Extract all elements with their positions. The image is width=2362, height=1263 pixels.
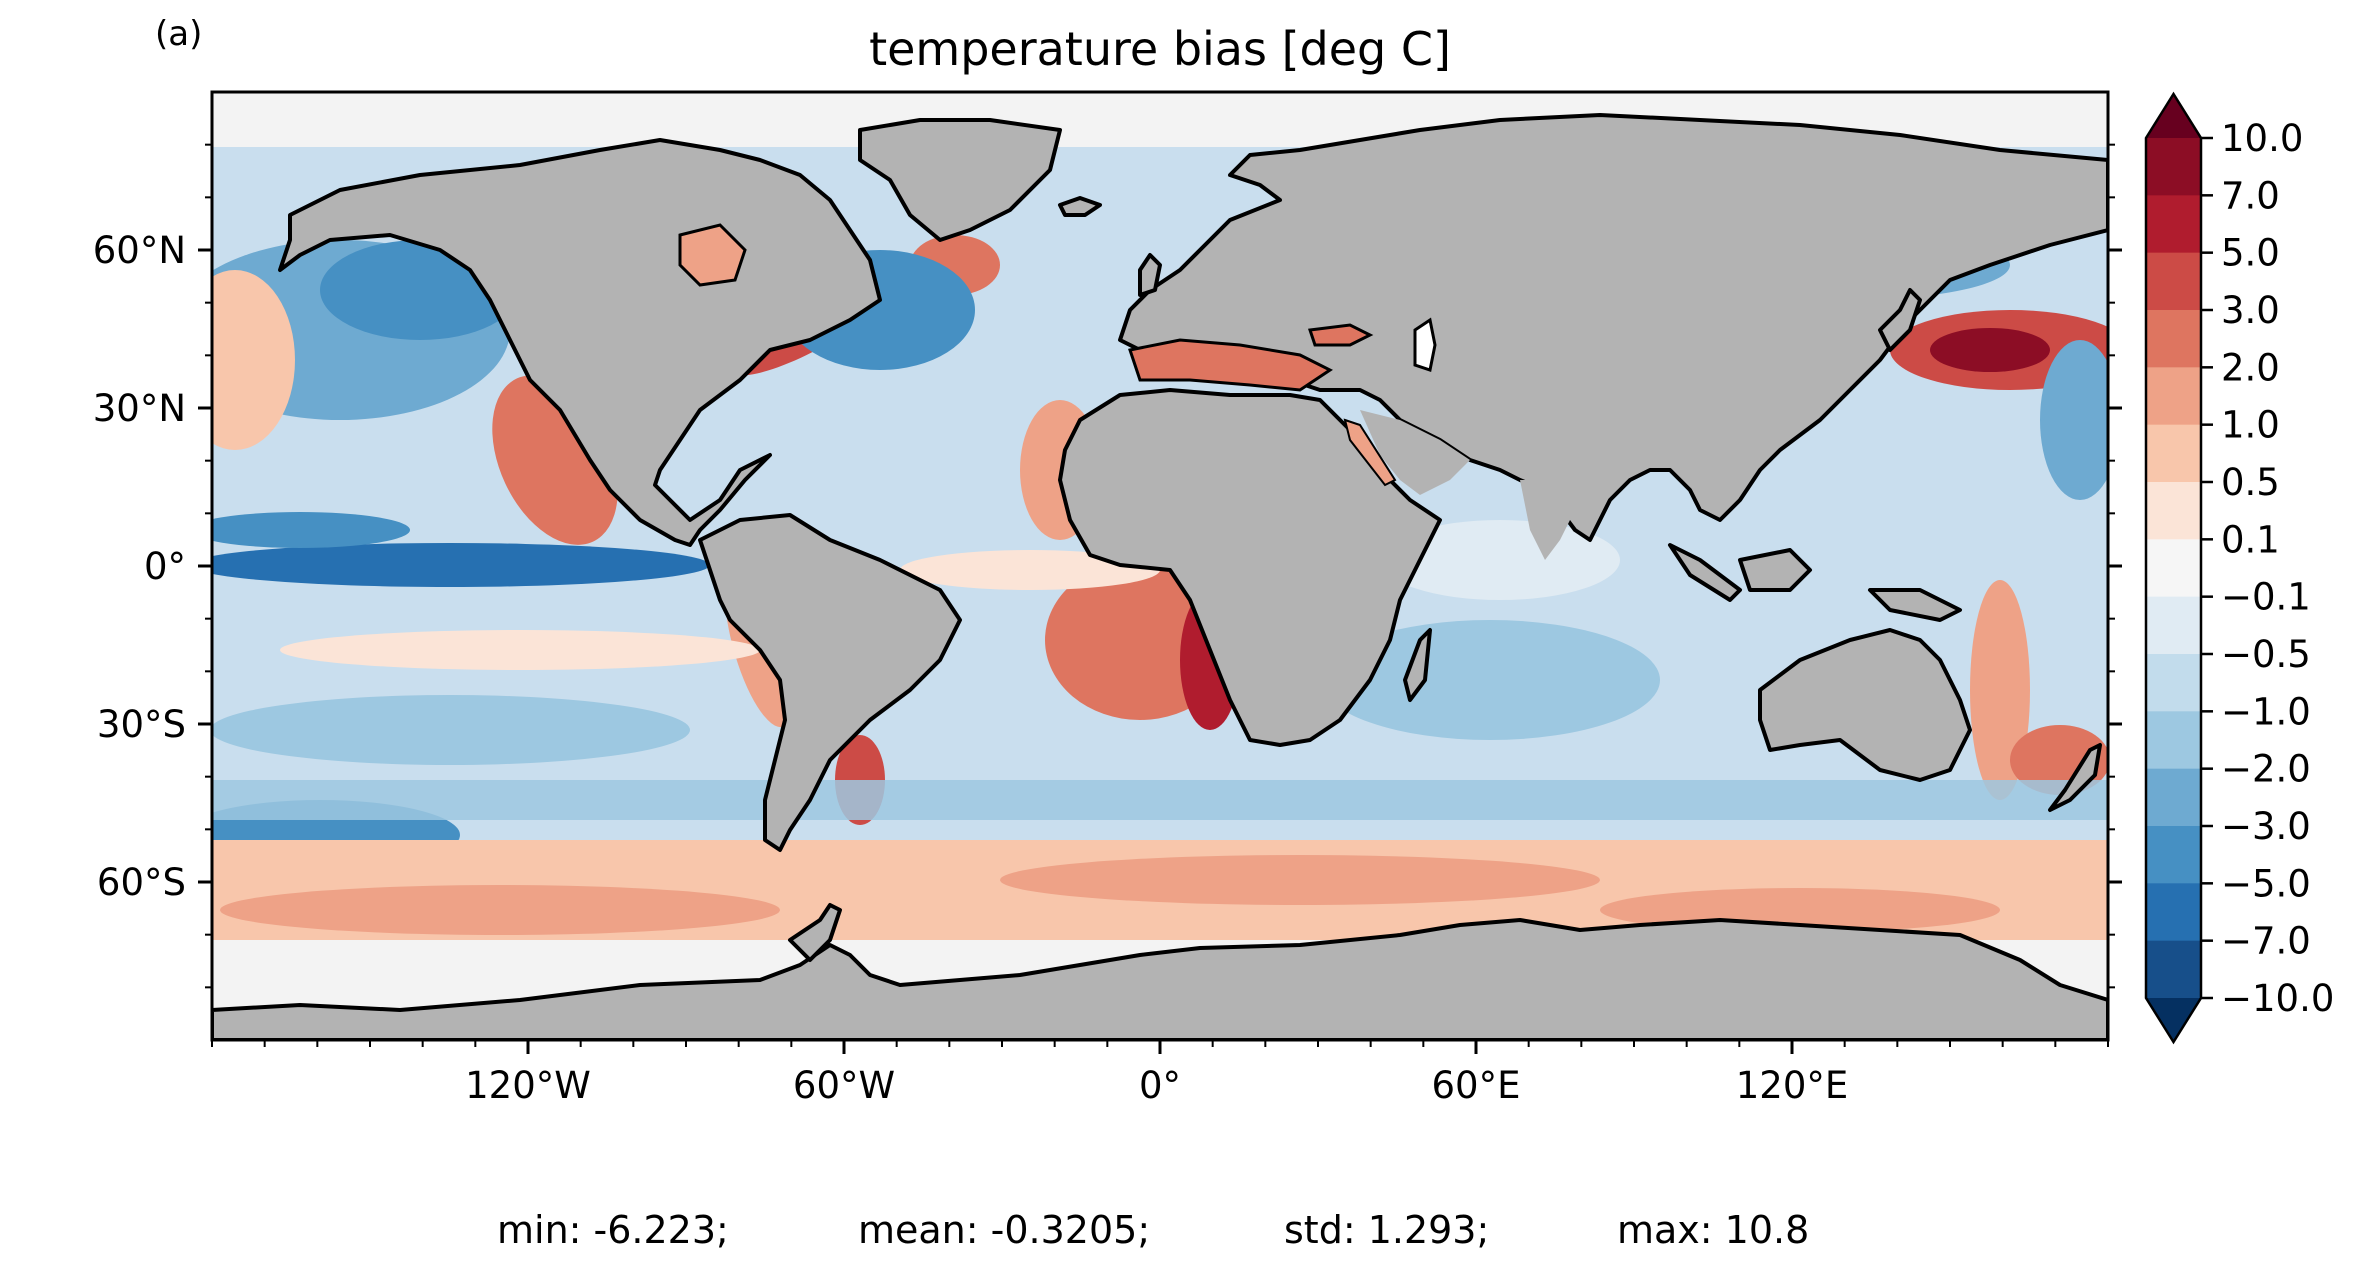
colorbar: 10.0 7.0 5.0 3.0 2.0 1.0 0.5 0.1 −0.1 −0.5 −1.0 −2.… <box>2144 91 2334 1045</box>
colorbar-segment <box>2146 826 2201 884</box>
colorbar-tick-label: 2.0 <box>2221 346 2280 389</box>
bias-patch-southern-warm-core <box>220 885 780 935</box>
colorbar-tick-label: 10.0 <box>2221 117 2303 160</box>
panel-label: (a) <box>155 14 203 54</box>
land-sumatra <box>1668 543 1742 602</box>
caspian-sea <box>1413 317 1437 372</box>
land-africa <box>1058 388 1442 747</box>
bias-patch-eq-pacific2 <box>212 512 410 548</box>
colorbar-tick-label: −7.0 <box>2221 920 2311 963</box>
x-tick-label: 120°E <box>1736 1064 1849 1107</box>
x-axis-ticks: 120°W 60°W 0° 60°E 120°E <box>211 1040 2109 1107</box>
stat-min: min: -6.223; <box>497 1208 729 1252</box>
bias-patch-acc-cold <box>212 780 2108 820</box>
x-tick-label: 120°W <box>465 1064 591 1107</box>
colorbar-tick-label: −10.0 <box>2221 977 2334 1020</box>
colorbar-tick-label: −2.0 <box>2221 748 2311 791</box>
colorbar-segment <box>2146 654 2201 712</box>
colorbar-tick-label: 0.1 <box>2221 518 2280 561</box>
stat-mean: mean: -0.3205; <box>858 1208 1151 1252</box>
bias-patch-eq-atl-warm <box>900 550 1160 590</box>
bias-patch-eq-pacific <box>212 543 710 587</box>
land-iceland <box>1058 196 1102 217</box>
colorbar-tick-label: −0.5 <box>2221 633 2311 676</box>
bias-patch-kuroshio-core <box>1930 328 2050 372</box>
colorbar-tick-label: −3.0 <box>2221 805 2311 848</box>
land-australia <box>1758 628 1972 782</box>
colorbar-segment <box>2146 138 2201 196</box>
colorbar-segment <box>2146 596 2201 655</box>
colorbar-segment <box>2146 768 2201 827</box>
land-new-guinea <box>1868 588 1962 622</box>
colorbar-segment <box>2146 539 2201 598</box>
y-tick-label: 0° <box>144 545 186 588</box>
y-tick-label: 30°S <box>97 703 186 746</box>
colorbar-over-triangle <box>2146 94 2201 138</box>
y-tick-label: 60°S <box>97 861 186 904</box>
land-arabia <box>1360 410 1470 495</box>
land-south-america <box>698 513 962 852</box>
bias-patch-spac-warm <box>280 630 760 670</box>
colorbar-tick-label: 0.5 <box>2221 461 2280 504</box>
colorbar-tick-label: −0.1 <box>2221 576 2311 619</box>
land-antarctic-peninsula <box>788 903 842 962</box>
land-india <box>1520 480 1580 560</box>
bias-patch-npac-east <box>2040 340 2108 500</box>
black-sea <box>1307 323 1374 347</box>
colorbar-segment <box>2146 424 2201 483</box>
land-japan <box>1878 288 1922 352</box>
hudson-bay <box>678 223 747 287</box>
land-greenland <box>858 118 1062 242</box>
stat-std: std: 1.293; <box>1284 1208 1490 1252</box>
stats-line: min: -6.223; mean: -0.3205; std: 1.293; … <box>0 1208 2362 1252</box>
bias-patch-indian-cold <box>1320 620 1660 740</box>
x-tick-label: 60°W <box>793 1064 895 1107</box>
colorbar-segment <box>2146 195 2201 254</box>
bias-patch-wpac-warm-edge <box>212 270 295 450</box>
y-tick-label: 30°N <box>93 387 186 430</box>
colorbar-tick-label: 3.0 <box>2221 289 2280 332</box>
colorbar-under-triangle <box>2146 998 2201 1042</box>
colorbar-segment <box>2146 940 2201 999</box>
bias-patch-southern-warm-core2 <box>1000 855 1600 905</box>
land-new-zealand <box>2048 743 2102 812</box>
colorbar-segment <box>2146 711 2201 770</box>
x-tick-label: 0° <box>1139 1064 1181 1107</box>
colorbar-segment <box>2146 482 2201 540</box>
colorbar-segment <box>2146 367 2201 426</box>
colorbar-segment <box>2146 883 2201 942</box>
colorbar-tick-label: −5.0 <box>2221 862 2311 905</box>
land-antarctica <box>212 918 2108 1040</box>
red-sea <box>1343 418 1397 487</box>
colorbar-tick-label: 7.0 <box>2221 174 2280 217</box>
land-borneo <box>1738 548 1812 592</box>
x-tick-label: 60°E <box>1432 1064 1521 1107</box>
map-plot: 120°W 60°W 0° 60°E 120°E 60°N 30°N 0° 30°S 60°S <box>93 90 2122 1107</box>
y-tick-label: 60°N <box>93 229 186 272</box>
land-madagascar <box>1403 628 1432 702</box>
colorbar-segment <box>2146 310 2201 368</box>
colorbar-tick-label: −1.0 <box>2221 690 2311 733</box>
mediterranean-sea <box>1128 338 1333 392</box>
inland-water <box>1413 317 1437 372</box>
map-title: temperature bias [deg C] <box>869 22 1451 76</box>
colorbar-segment <box>2146 252 2201 311</box>
land-uk <box>1138 253 1162 297</box>
bias-patch-spac-cold <box>212 695 690 765</box>
stat-max: max: 10.8 <box>1617 1208 1810 1252</box>
y-axis-ticks: 60°N 30°N 0° 30°S 60°S <box>93 143 2122 989</box>
colorbar-tick-label: 1.0 <box>2221 404 2280 447</box>
colorbar-tick-label: 5.0 <box>2221 232 2280 275</box>
